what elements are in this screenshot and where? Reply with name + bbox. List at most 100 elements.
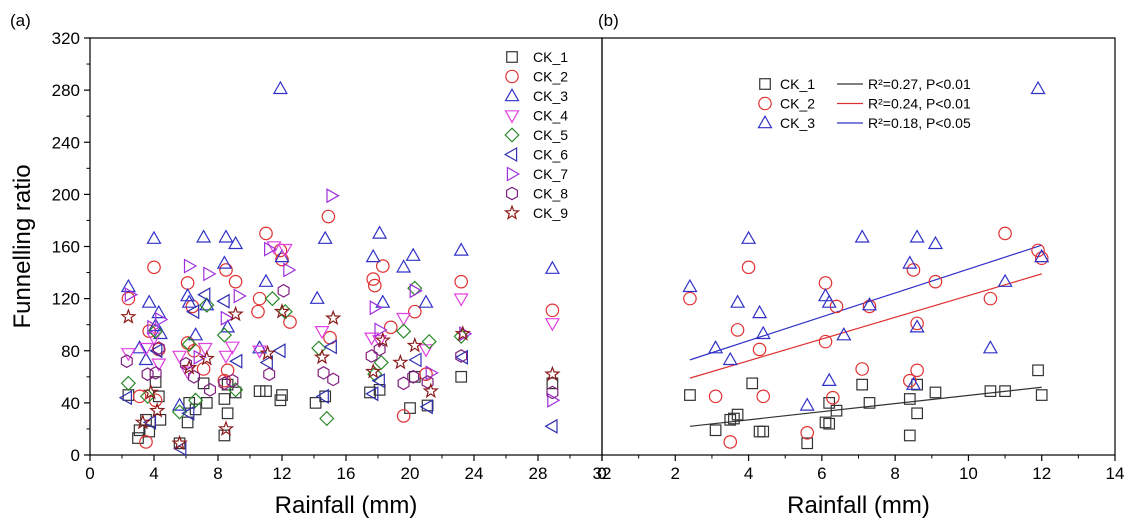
data-point [546,385,559,400]
data-point [818,334,833,349]
data-point [197,342,213,357]
x-tick-label: 4 [149,464,158,483]
data-point [730,323,745,337]
legend-label: CK_2 [780,96,815,112]
data-point [183,258,198,274]
data-point [138,351,154,366]
panel-label: (a) [10,11,31,30]
data-point [826,390,840,405]
data-point [197,287,211,303]
plot-frame [89,37,603,456]
data-point [198,349,215,366]
data-point [283,262,297,278]
data-point [708,389,723,404]
data-point [906,263,921,277]
data-point [314,326,330,340]
data-point [823,397,836,409]
data-point [406,336,423,353]
data-point [723,435,738,449]
data-point [155,311,169,328]
data-point [409,283,423,299]
data-point [187,392,204,408]
data-point [911,407,923,420]
data-point [909,319,925,333]
data-point [218,393,231,405]
data-point [146,332,162,346]
data-point [171,434,188,451]
legend-marker [759,78,771,90]
data-point [224,341,240,355]
data-point [151,358,167,372]
x-tick-label: 12 [1032,464,1051,483]
data-point [454,325,471,341]
data-point [741,230,757,244]
legend-marker [503,146,518,163]
data-point [216,255,232,269]
data-point [911,378,923,391]
data-point [218,376,231,391]
legend-fit-label: R²=0.27, P<0.01 [868,76,971,92]
data-point [264,290,281,307]
data-point [418,294,434,308]
legend-label: CK_1 [533,49,568,65]
data-point [142,383,159,400]
data-point [836,327,852,341]
panel-b: (b) 0 2 4 6 8 10 12 14 Rainfall (mm) CK_1 R²=0.27, … [597,11,1124,519]
data-point [823,417,836,430]
data-point [146,230,162,244]
data-point [199,297,215,313]
data-point [365,349,378,363]
data-point [221,407,234,420]
data-point [317,230,333,244]
data-point [220,310,235,326]
data-point [258,273,274,287]
x-axis-title: Rainfall (mm) [787,492,930,519]
data-point [275,252,289,267]
x-tick-label: 0 [597,464,606,483]
y-tick-label: 160 [52,238,80,257]
y-tick-label: 200 [52,185,80,204]
legend-label: CK_6 [533,147,568,163]
data-point [325,309,342,326]
legend-label: CK_1 [780,76,815,92]
data-point [132,340,148,354]
y-tick-label: 0 [71,446,80,465]
data-point [369,300,383,316]
data-point [139,435,153,449]
data-point [309,290,325,304]
data-point [319,410,335,427]
fit-line-ck-2 [689,273,1042,379]
series-ck-7 [124,188,561,408]
data-point [185,304,200,320]
data-point [218,429,231,442]
data-point [147,319,161,335]
data-point [217,420,235,436]
data-point [984,385,997,398]
series-ck-9 [120,302,561,451]
data-point [317,366,330,380]
data-point [546,377,559,390]
legend-marker [503,204,521,220]
data-point [757,425,770,438]
series-ck-3 [120,80,560,411]
data-point [375,294,391,308]
data-point [830,404,843,417]
data-point [902,373,917,388]
data-point [547,392,561,408]
data-point [181,405,195,421]
data-point [313,348,331,365]
legend-label: CK_4 [533,108,568,124]
data-point [544,418,558,434]
y-tick-label: 80 [61,342,80,361]
y-tick-label: 320 [52,29,80,48]
legend-marker [504,110,520,124]
data-point [396,409,411,423]
data-point [997,273,1013,287]
data-point [199,297,215,311]
data-point [365,363,382,379]
data-point [1034,251,1049,266]
data-point [453,242,469,256]
data-point [425,365,439,381]
x-tick-label: 28 [529,464,548,483]
